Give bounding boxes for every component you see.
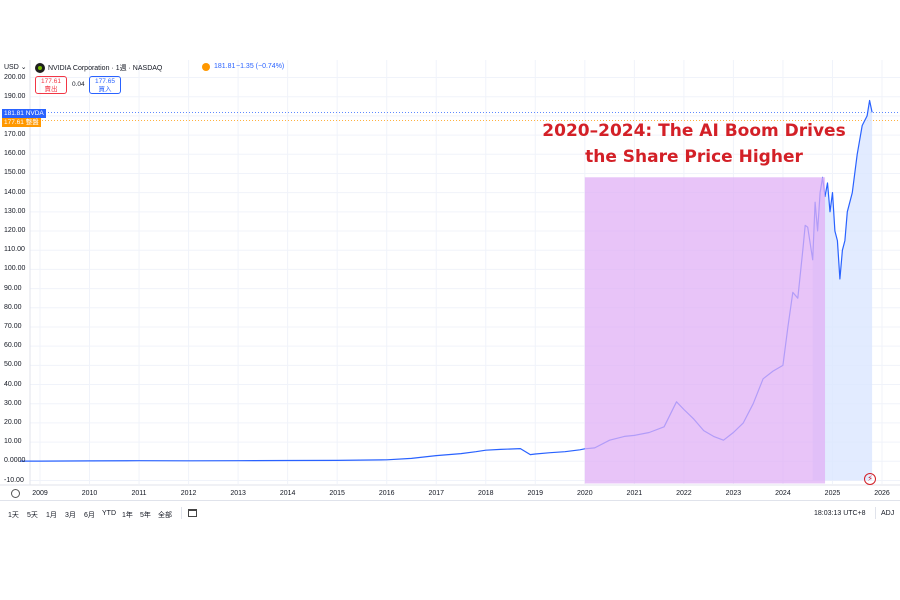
- y-tick-label: 130.00: [4, 207, 26, 215]
- range-1m[interactable]: 1月: [46, 512, 57, 519]
- currency-select[interactable]: USD ⌄: [4, 63, 27, 71]
- x-tick-label: 2010: [81, 490, 98, 497]
- range-3m[interactable]: 3月: [65, 512, 76, 519]
- annotation-line-2: the Share Price Higher: [585, 147, 803, 167]
- chart-annotation: 2020–2024: The AI Boom Drives the Share …: [524, 118, 864, 170]
- spread-value: 0.04: [72, 81, 85, 88]
- y-tick-label: 50.00: [4, 361, 22, 369]
- divider: [181, 507, 182, 519]
- divider: [875, 507, 876, 519]
- market-status-icon[interactable]: [202, 63, 210, 71]
- y-tick-label: 80.00: [4, 303, 22, 311]
- buy-button[interactable]: 177.65 買入: [89, 76, 121, 94]
- y-tick-label: 60.00: [4, 342, 22, 350]
- range-5y[interactable]: 5年: [140, 512, 151, 519]
- x-tick-label: 2026: [874, 490, 890, 497]
- y-tick-label: -10.00: [4, 476, 24, 484]
- adj-toggle[interactable]: ADJ: [881, 510, 895, 517]
- x-tick-label: 2018: [477, 490, 494, 497]
- y-tick-label: 100.00: [4, 265, 26, 273]
- x-tick-label: 2009: [32, 490, 48, 497]
- y-tick-label: 120.00: [4, 227, 26, 235]
- x-tick-label: 2012: [180, 490, 197, 497]
- second-price-tag-label: 整盤: [25, 119, 39, 126]
- y-tick-label: 150.00: [4, 169, 26, 177]
- y-tick-label: 190.00: [4, 92, 26, 100]
- last-price-tag-value: 181.81: [4, 110, 24, 117]
- y-tick-label: 30.00: [4, 399, 22, 407]
- range-1d[interactable]: 1天: [8, 512, 19, 519]
- y-tick-label: 40.00: [4, 380, 22, 388]
- second-price-tag: 177.61 整盤: [2, 118, 41, 127]
- range-1y[interactable]: 1年: [122, 512, 133, 519]
- buy-label: 買入: [98, 86, 112, 93]
- calendar-icon[interactable]: [188, 509, 197, 517]
- y-tick-label: 140.00: [4, 188, 26, 196]
- highlight-region: [584, 177, 826, 484]
- symbol-header: USD ⌄ NVIDIA Corporation · 1週 · NASDAQ 1…: [0, 61, 900, 75]
- y-tick-label: 200.00: [4, 73, 26, 81]
- y-tick-label: 170.00: [4, 131, 26, 139]
- currency-label: USD: [4, 64, 19, 71]
- x-tick-label: 2019: [527, 490, 544, 497]
- range-6m[interactable]: 6月: [84, 512, 95, 519]
- lightning-icon[interactable]: ⚡: [864, 473, 876, 485]
- y-tick-label: 10.00: [4, 438, 22, 446]
- second-price-tag-value: 177.61: [4, 119, 24, 126]
- x-tick-label: 2014: [279, 490, 296, 497]
- last-price-tag: 181.81 NVDA: [2, 109, 46, 118]
- symbol-title[interactable]: NVIDIA Corporation · 1週 · NASDAQ: [48, 65, 163, 72]
- chevron-down-icon: ⌄: [20, 64, 27, 71]
- x-tick-label: 2011: [131, 490, 147, 497]
- annotation-line-1: 2020–2024: The AI Boom Drives: [542, 121, 846, 141]
- range-5d[interactable]: 5天: [27, 512, 38, 519]
- bottom-toolbar: 1天 5天 1月 3月 6月 YTD 1年 5年 全部 18:03:13 UTC…: [0, 500, 900, 525]
- sell-button[interactable]: 177.61 賣出: [35, 76, 67, 94]
- x-tick-label: 2024: [775, 490, 791, 497]
- clock: 18:03:13 UTC+8: [814, 510, 866, 517]
- x-tick-label: 2025: [824, 490, 841, 497]
- y-tick-label: 20.00: [4, 418, 22, 426]
- x-tick-label: 2022: [676, 490, 692, 497]
- x-tick-label: 2013: [230, 490, 246, 497]
- price-change: −1.35 (−0.74%): [236, 63, 285, 70]
- x-tick-label: 2021: [626, 490, 643, 497]
- x-tick-label: 2017: [428, 490, 445, 497]
- range-all[interactable]: 全部: [158, 512, 172, 519]
- x-tick-label: 2023: [725, 490, 742, 497]
- last-price: 181.81: [214, 63, 236, 70]
- y-tick-label: 90.00: [4, 284, 22, 292]
- x-tick-label: 2015: [329, 490, 345, 497]
- range-ytd[interactable]: YTD: [102, 510, 116, 517]
- y-tick-label: 0.0000: [4, 457, 26, 465]
- sell-label: 賣出: [44, 86, 58, 93]
- last-price-tag-symbol: NVDA: [25, 110, 44, 117]
- x-tick-label: 2016: [378, 490, 395, 497]
- area-fill: [812, 100, 873, 481]
- x-tick-label: 2020: [577, 490, 593, 497]
- sell-price: 177.61: [41, 78, 61, 85]
- y-tick-label: 160.00: [4, 150, 26, 158]
- y-tick-label: 110.00: [4, 246, 25, 254]
- settings-icon[interactable]: [11, 489, 20, 498]
- buy-price: 177.65: [95, 78, 115, 85]
- y-tick-label: 70.00: [4, 322, 22, 330]
- nvidia-logo-icon: [35, 63, 45, 73]
